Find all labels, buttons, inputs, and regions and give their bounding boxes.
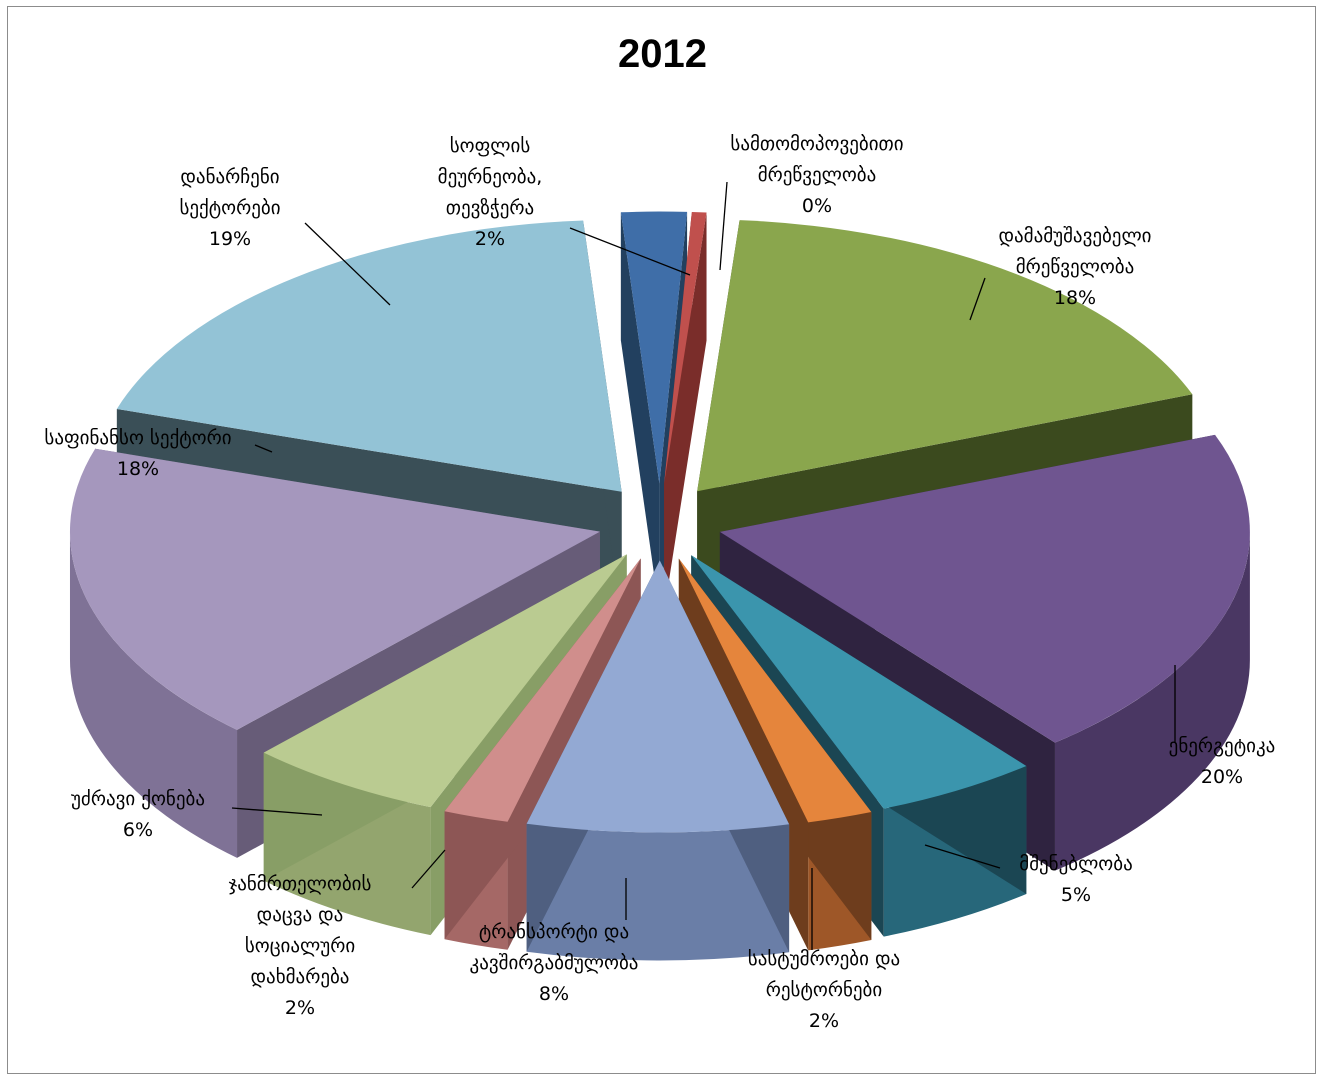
slice-label-7-line-3: სოციალური bbox=[245, 935, 355, 957]
slice-label-11-line-3: თევზჭერა bbox=[446, 197, 534, 219]
slice-percent-5: 2% bbox=[809, 1010, 839, 1032]
slice-cut-1-1 bbox=[664, 212, 707, 612]
leader-line-4 bbox=[924, 844, 1001, 869]
slice-percent-2: 18% bbox=[1054, 287, 1096, 309]
slice-label-2-line-2: მრეწველობა bbox=[1016, 256, 1135, 278]
leader-line-2 bbox=[969, 277, 986, 321]
pie-slice-1 bbox=[664, 212, 707, 612]
slice-label-5-line-1: სასტუმროები და bbox=[748, 948, 900, 970]
slice-top-9 bbox=[69, 448, 600, 730]
slice-top-3 bbox=[719, 434, 1250, 743]
slice-label-9-line-1: საფინანსო სექტორი bbox=[44, 427, 231, 449]
slice-label-8-line-1: უძრავი ქონება bbox=[71, 788, 205, 810]
slice-percent-6: 8% bbox=[539, 983, 569, 1005]
slice-label-1-line-2: მრეწველობა bbox=[758, 164, 877, 186]
slice-label-11-line-1: სოფლის bbox=[450, 135, 531, 157]
slice-top-1 bbox=[664, 212, 707, 484]
slice-top-11 bbox=[620, 211, 688, 484]
slice-cut-11-0 bbox=[620, 212, 660, 612]
slice-percent-11: 2% bbox=[475, 228, 505, 250]
leader-line-11 bbox=[569, 227, 691, 276]
leader-line-1 bbox=[719, 181, 728, 271]
slice-percent-8: 6% bbox=[123, 819, 153, 841]
slice-label-6-line-2: კავშირგაბმულობა bbox=[470, 952, 639, 974]
slice-label-7-line-4: დახმარება bbox=[251, 966, 350, 988]
slice-label-4-line-1: მშენებლობა bbox=[1019, 853, 1132, 875]
leader-line-7 bbox=[411, 849, 446, 889]
slice-percent-10: 19% bbox=[209, 228, 251, 250]
leader-line-9 bbox=[254, 444, 273, 453]
slice-label-11-line-2: მეურნეობა, bbox=[438, 166, 543, 188]
slice-percent-1: 0% bbox=[802, 195, 832, 217]
slice-top-2 bbox=[697, 220, 1193, 492]
slice-label-6-line-1: ტრანსპორტი და bbox=[479, 921, 629, 943]
slice-top-4 bbox=[691, 555, 1027, 809]
slice-top-6 bbox=[526, 560, 790, 833]
slice-label-7-line-1: ჯანმრთელობის bbox=[229, 873, 372, 895]
slice-label-3-line-1: ენერგეტიკა bbox=[1169, 735, 1276, 757]
slice-percent-4: 5% bbox=[1061, 884, 1091, 906]
chart-title: 2012 bbox=[618, 32, 707, 76]
slice-label-10-line-1: დანარჩენი bbox=[180, 166, 279, 188]
slice-side-6 bbox=[526, 823, 790, 961]
slice-label-2-line-1: დამამუშავებელი bbox=[998, 225, 1151, 247]
slice-label-1-line-1: სამთომოპოვებითი bbox=[730, 133, 903, 155]
slice-top-10 bbox=[116, 220, 622, 492]
slice-label-7-line-2: დაცვა და bbox=[257, 904, 344, 926]
slice-label-5-line-2: რესტორნები bbox=[766, 979, 882, 1001]
slice-percent-9: 18% bbox=[117, 458, 159, 480]
slice-percent-3: 20% bbox=[1201, 766, 1243, 788]
slice-percent-7: 2% bbox=[285, 997, 315, 1019]
leader-line-10 bbox=[304, 222, 391, 306]
pie-slice-6 bbox=[526, 560, 790, 961]
slice-top-8 bbox=[263, 554, 627, 808]
leader-line-8 bbox=[231, 807, 323, 816]
slice-side-3 bbox=[1054, 531, 1250, 871]
slice-label-10-line-2: სექტორები bbox=[179, 197, 280, 219]
slice-top-7 bbox=[444, 558, 641, 822]
slice-top-5 bbox=[678, 558, 872, 823]
slice-side-9 bbox=[69, 531, 238, 858]
